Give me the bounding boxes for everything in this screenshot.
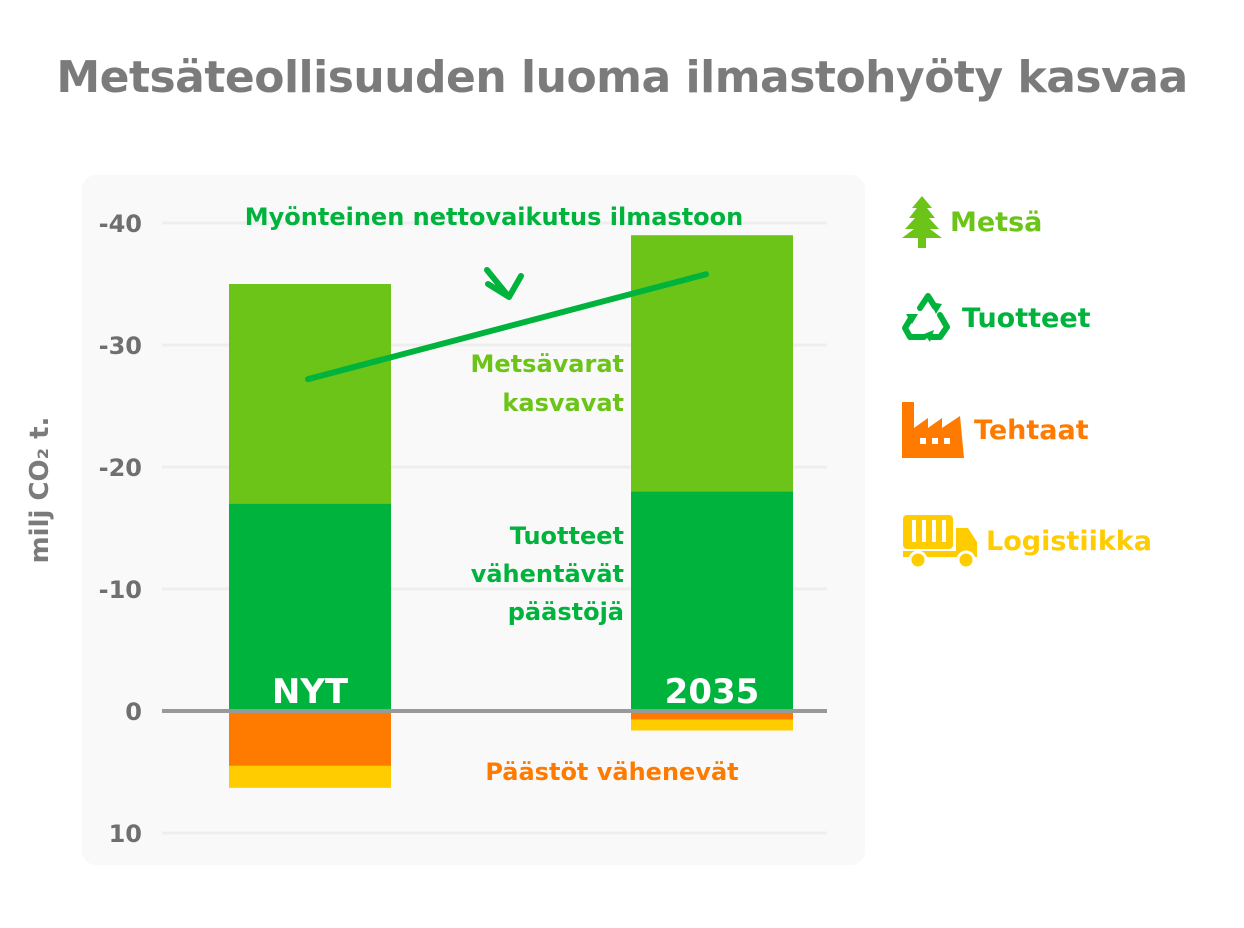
y-tick-label: 0	[125, 698, 142, 726]
y-tick-label: -30	[99, 332, 142, 360]
annotation-forest: Metsävarat	[471, 350, 624, 378]
bar-segment	[631, 711, 793, 720]
legend-item-metsa: Metsä	[900, 194, 1042, 250]
annotation-products: vähentävät	[471, 560, 624, 588]
annotation-products: Tuotteet	[510, 522, 624, 550]
category-label: 2035	[665, 672, 760, 712]
truck-icon	[903, 515, 977, 570]
bar-segment	[631, 235, 793, 492]
annotation-forest: kasvavat	[502, 389, 624, 417]
chart-panel: -40 -30 -20 -10 0 10 NYT 2035 Myönteinen nettov…	[82, 175, 865, 865]
bar-segment	[229, 711, 391, 766]
legend-label: Tuotteet	[962, 302, 1091, 334]
legend-label: Metsä	[950, 206, 1043, 238]
legend-label: Tehtaat	[974, 414, 1089, 446]
chart-title: Metsäteollisuuden luoma ilmastohyöty kas…	[56, 52, 1188, 103]
tree-icon	[902, 196, 942, 248]
annotation-emissions: Päästöt vähenevät	[485, 758, 738, 786]
category-label: NYT	[272, 672, 349, 712]
bar-segment	[631, 491, 793, 711]
y-tick-label: 10	[109, 820, 142, 848]
y-tick-label: -40	[99, 210, 142, 238]
legend-item-tehtaat: Tehtaat	[900, 400, 1089, 460]
bar-segment	[229, 765, 391, 788]
legend-item-tuotteet: Tuotteet	[900, 290, 1091, 346]
trend-line	[305, 271, 709, 383]
chart-svg: -40 -30 -20 -10 0 10 NYT 2035 Myönteinen nettov…	[99, 203, 827, 848]
y-axis-label: milj CO₂ t.	[25, 416, 55, 564]
legend-label: Logistiikka	[986, 525, 1152, 557]
recycle-icon	[902, 293, 950, 342]
bar-segment	[631, 719, 793, 731]
factory-icon	[902, 402, 964, 458]
annotation-products: päästöjä	[508, 598, 624, 626]
arrow-down-icon	[484, 267, 524, 300]
y-tick-label: -10	[99, 576, 142, 604]
bar-segment	[229, 284, 391, 504]
trend-line-label: Myönteinen nettovaikutus ilmastoon	[245, 203, 743, 231]
legend-item-logistiikka: Logistiikka	[900, 512, 1152, 570]
bar-segment	[229, 503, 391, 711]
y-tick-label: -20	[99, 454, 142, 482]
